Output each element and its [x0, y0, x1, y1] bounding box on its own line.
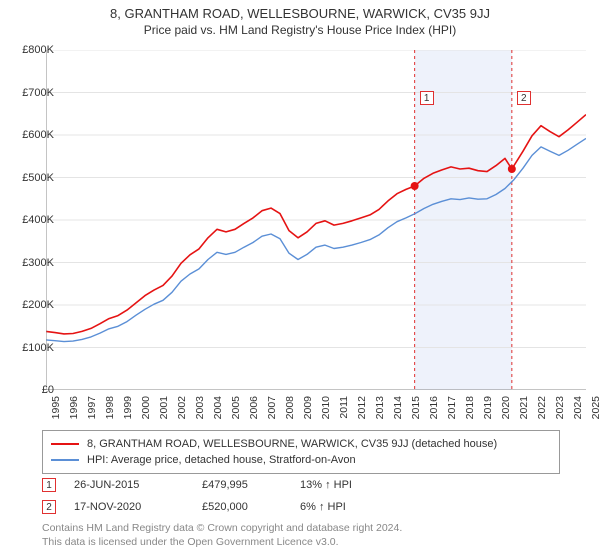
y-tick-label: £800K: [10, 44, 54, 56]
x-tick-label: 2019: [482, 396, 494, 419]
x-tick-label: 1998: [104, 396, 116, 419]
x-tick-label: 2000: [140, 396, 152, 419]
x-tick-label: 2014: [392, 396, 404, 419]
legend-label-property: 8, GRANTHAM ROAD, WELLESBOURNE, WARWICK,…: [87, 438, 497, 450]
x-tick-label: 2015: [410, 396, 422, 419]
x-tick-label: 2023: [554, 396, 566, 419]
y-tick-label: £400K: [10, 214, 54, 226]
chart: [46, 50, 586, 390]
event-date-1: 26-JUN-2015: [74, 479, 184, 491]
event-marker-1: 1: [42, 478, 56, 492]
legend-swatch-property: [51, 443, 79, 445]
event-delta-2: 6% ↑ HPI: [300, 501, 380, 513]
x-tick-label: 1996: [68, 396, 80, 419]
x-tick-label: 2012: [356, 396, 368, 419]
sale-events: 1 26-JUN-2015 £479,995 13% ↑ HPI 2 17-NO…: [42, 474, 560, 518]
x-tick-label: 2022: [536, 396, 548, 419]
x-tick-label: 2011: [338, 396, 350, 419]
sale-marker: 1: [420, 91, 434, 105]
attribution: Contains HM Land Registry data © Crown c…: [42, 522, 560, 549]
x-tick-label: 2021: [518, 396, 530, 419]
y-tick-label: £0: [10, 384, 54, 396]
x-tick-label: 2020: [500, 396, 512, 419]
x-tick-label: 2006: [248, 396, 260, 419]
event-date-2: 17-NOV-2020: [74, 501, 184, 513]
legend-item-property: 8, GRANTHAM ROAD, WELLESBOURNE, WARWICK,…: [51, 436, 551, 452]
x-tick-label: 2017: [446, 396, 458, 419]
page-title: 8, GRANTHAM ROAD, WELLESBOURNE, WARWICK,…: [0, 0, 600, 21]
legend-item-hpi: HPI: Average price, detached house, Stra…: [51, 452, 551, 468]
event-row-1: 1 26-JUN-2015 £479,995 13% ↑ HPI: [42, 474, 560, 496]
x-tick-label: 2002: [176, 396, 188, 419]
x-tick-label: 1997: [86, 396, 98, 419]
y-tick-label: £300K: [10, 257, 54, 269]
legend-label-hpi: HPI: Average price, detached house, Stra…: [87, 454, 356, 466]
y-tick-label: £200K: [10, 299, 54, 311]
chart-svg: [46, 50, 586, 390]
x-tick-label: 2013: [374, 396, 386, 419]
x-tick-label: 2008: [284, 396, 296, 419]
attribution-line1: Contains HM Land Registry data © Crown c…: [42, 522, 560, 536]
x-tick-label: 2007: [266, 396, 278, 419]
x-tick-label: 2018: [464, 396, 476, 419]
x-tick-label: 2010: [320, 396, 332, 419]
x-tick-label: 2005: [230, 396, 242, 419]
page-subtitle: Price paid vs. HM Land Registry's House …: [0, 21, 600, 39]
x-tick-label: 2003: [194, 396, 206, 419]
event-marker-2: 2: [42, 500, 56, 514]
x-tick-label: 2016: [428, 396, 440, 419]
y-tick-label: £600K: [10, 129, 54, 141]
y-tick-label: £700K: [10, 87, 54, 99]
x-tick-label: 2024: [572, 396, 584, 419]
x-tick-label: 1995: [50, 396, 62, 419]
event-price-2: £520,000: [202, 501, 282, 513]
x-tick-label: 2025: [590, 396, 600, 419]
legend-swatch-hpi: [51, 459, 79, 461]
x-tick-label: 2001: [158, 396, 170, 419]
y-tick-label: £100K: [10, 342, 54, 354]
legend: 8, GRANTHAM ROAD, WELLESBOURNE, WARWICK,…: [42, 430, 560, 474]
attribution-line2: This data is licensed under the Open Gov…: [42, 536, 560, 550]
x-tick-label: 1999: [122, 396, 134, 419]
sale-marker: 2: [517, 91, 531, 105]
event-delta-1: 13% ↑ HPI: [300, 479, 380, 491]
x-tick-label: 2004: [212, 396, 224, 419]
event-row-2: 2 17-NOV-2020 £520,000 6% ↑ HPI: [42, 496, 560, 518]
x-tick-label: 2009: [302, 396, 314, 419]
event-price-1: £479,995: [202, 479, 282, 491]
y-tick-label: £500K: [10, 172, 54, 184]
